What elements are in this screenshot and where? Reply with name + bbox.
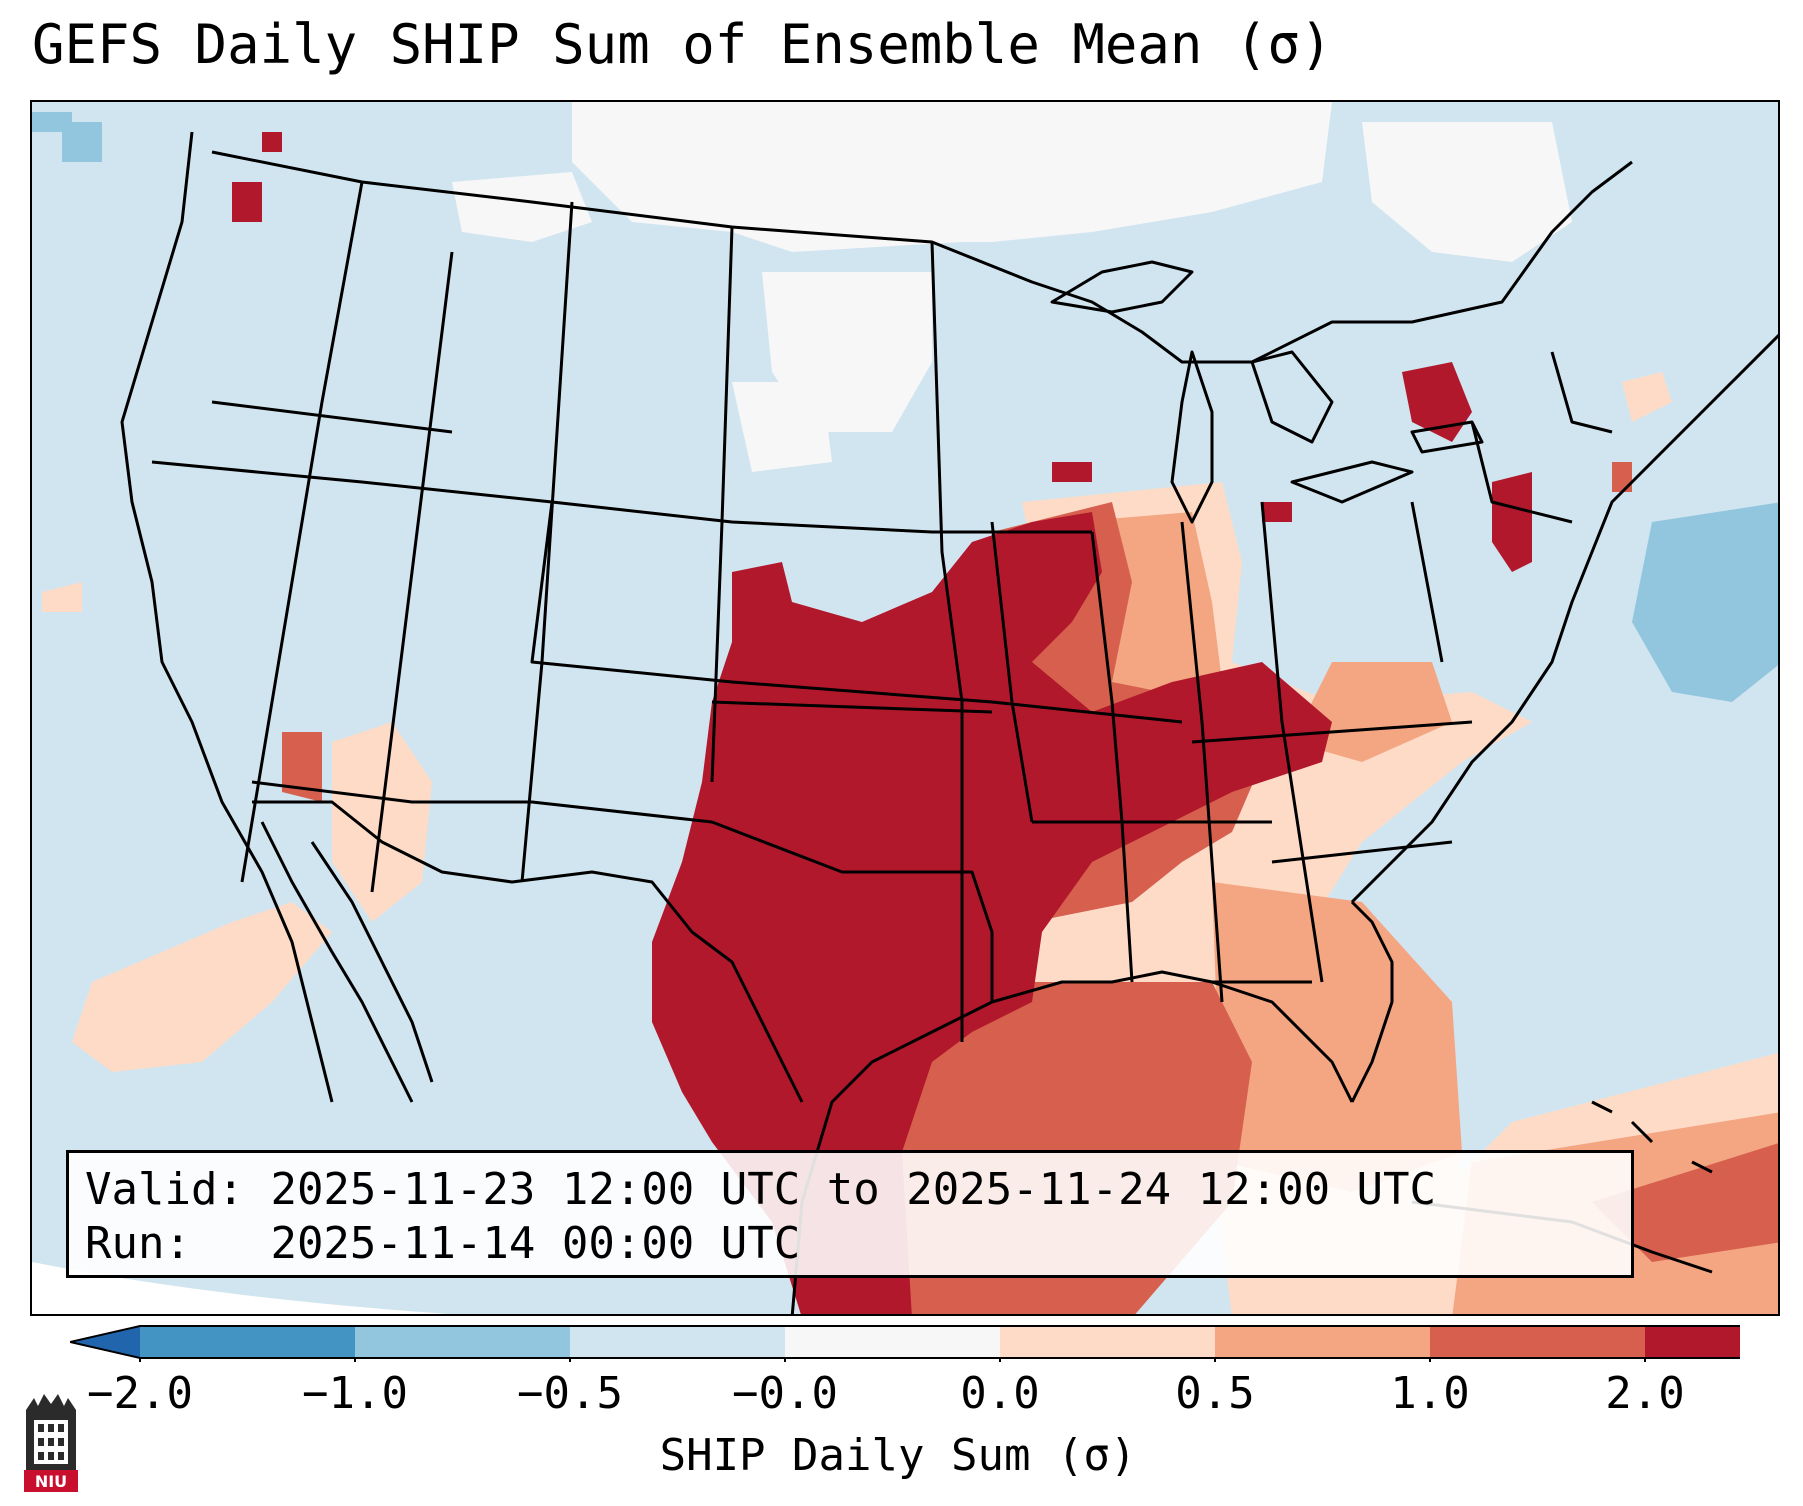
domain-edge [32, 1262, 449, 1314]
west-coast [120, 131, 334, 1103]
lake-ontario [1410, 420, 1484, 454]
colorbar-tick-label: −1.0 [302, 1368, 408, 1419]
colorbar-ticks [139, 1358, 1646, 1362]
valid-run-info-box: Valid: 2025-11-23 12:00 UTC to 2025-11-2… [66, 1150, 1634, 1278]
lake-michigan [1170, 350, 1214, 524]
colorbar-tick-label: 2.0 [1605, 1368, 1685, 1419]
negative-field [32, 112, 1778, 702]
page-title: GEFS Daily SHIP Sum of Ensemble Mean (σ) [32, 13, 1333, 76]
colorbar-segment [570, 1326, 785, 1358]
positive-max-field [232, 132, 1532, 1314]
colorbar [70, 1325, 1740, 1362]
run-key: Run: [85, 1218, 191, 1269]
colorbar-segment [1215, 1326, 1430, 1358]
colorbar-tick-label: −0.5 [517, 1368, 623, 1419]
colorbar-segment [1000, 1326, 1215, 1358]
bahamas [1591, 1100, 1713, 1174]
us-canada-border [211, 150, 1633, 364]
map-panel [30, 100, 1780, 1316]
colorbar-segments [70, 1325, 1740, 1359]
mexico-pacific-coast [260, 821, 414, 1103]
logo-text: NIU [35, 1472, 67, 1491]
us-mexico-border [252, 800, 804, 1103]
colorbar-tick-label: 1.0 [1390, 1368, 1470, 1419]
near-zero-field [452, 102, 1572, 472]
colorbar-segment [1430, 1326, 1645, 1358]
boundaries [120, 131, 1778, 1314]
gulf-of-california [310, 841, 434, 1083]
valid-key: Valid: [85, 1164, 244, 1215]
lake-superior [1050, 260, 1194, 314]
run-value: 2025-11-14 00:00 UTC [270, 1218, 801, 1269]
colorbar-segment [1645, 1326, 1740, 1358]
colorbar-tick-label: −0.0 [732, 1368, 838, 1419]
east-coast [1350, 333, 1778, 904]
colorbar-extend-under [70, 1326, 140, 1358]
colorbar-tick-label: 0.5 [1175, 1368, 1255, 1419]
colorbar-label: SHIP Daily Sum (σ) [659, 1430, 1137, 1481]
valid-value: 2025-11-23 12:00 UTC to 2025-11-24 12:00… [270, 1164, 1437, 1215]
colorbar-segment [785, 1326, 1000, 1358]
colorbar-segment [355, 1326, 570, 1358]
colorbar-segment [140, 1326, 355, 1358]
colorbar-tick-label: 0.0 [960, 1368, 1040, 1419]
florida [1350, 900, 1394, 1103]
state-lines [151, 181, 1613, 1042]
gulf-coast [790, 970, 1354, 1314]
lake-erie [1290, 460, 1414, 504]
niu-logo: NIU [24, 1394, 78, 1492]
ship-map [32, 102, 1778, 1314]
colorbar-tick-label: −2.0 [87, 1368, 193, 1419]
lake-huron [1250, 350, 1334, 444]
